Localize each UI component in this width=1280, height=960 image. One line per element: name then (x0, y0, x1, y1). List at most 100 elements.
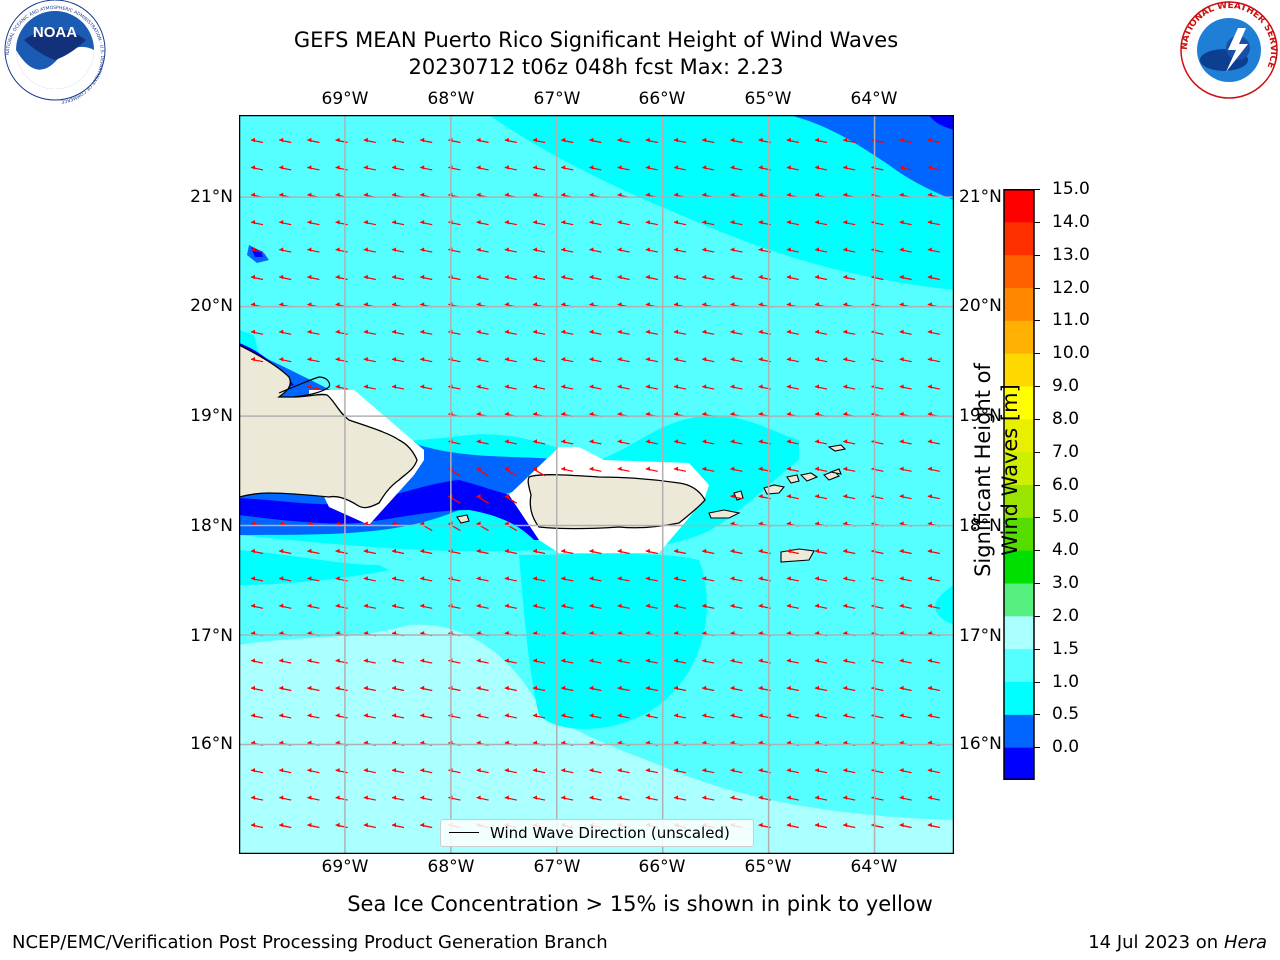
wave-arrow-head (420, 658, 425, 663)
wave-arrow-head (645, 658, 650, 663)
wave-arrow-head (899, 466, 904, 471)
wave-arrow-head (674, 302, 678, 307)
wave-arrow-head (307, 137, 312, 143)
wave-arrow-head (786, 795, 791, 800)
lon-label-bottom-65w: 65°W (744, 857, 792, 877)
wave-arrow-head (899, 576, 904, 581)
wave-arrow-head (335, 329, 340, 334)
wave-arrow-head (363, 658, 368, 663)
wave-arrow (504, 468, 518, 477)
wave-arrow-head (363, 713, 368, 718)
wave-arrow-head (786, 494, 791, 499)
wave-arrow-head (899, 220, 904, 225)
wave-arrow-head (843, 822, 848, 828)
wave-arrow-head (504, 329, 509, 334)
colorbar-tick-mark (1034, 418, 1040, 420)
wave-arrow-head (307, 713, 312, 718)
wave-arrow-head (927, 357, 932, 362)
wave-arrow-head (251, 768, 255, 773)
wave-arrow-head (927, 494, 932, 499)
wave-arrow-head (702, 685, 707, 691)
wave-arrow-head (589, 357, 594, 362)
footer-date: 14 Jul 2023 on Hera (1088, 932, 1267, 954)
wave-arrow-head (674, 165, 678, 170)
colorbar-segment (1004, 747, 1034, 780)
wave-arrow-head (674, 220, 678, 225)
wave-arrow-head (251, 329, 255, 334)
lat-label-right-19n: 19°N (959, 406, 1002, 426)
wave-arrow-head (927, 603, 932, 608)
wave-arrow-head (786, 603, 791, 608)
wave-arrow-head (561, 192, 566, 197)
colorbar-tick-mark (1034, 353, 1040, 355)
wave-arrow-head (279, 548, 284, 554)
wave-arrow-head (251, 658, 255, 663)
wave-arrow-head (561, 411, 566, 417)
wave-arrow-head (758, 713, 763, 718)
colorbar-tick-label: 14.0 (1052, 211, 1090, 232)
wave-arrow-head (504, 192, 509, 197)
wave-arrow-head (843, 658, 848, 663)
wave-arrow-head (392, 192, 396, 197)
wave-arrow-head (758, 192, 763, 197)
wave-arrow-head (927, 576, 932, 581)
wave-arrow (504, 495, 518, 504)
colorbar-tick-label: 4.0 (1052, 540, 1080, 561)
lon-label-top-69w: 69°W (321, 89, 369, 109)
wave-arrow-head (307, 658, 312, 663)
field-0.5-1.0 (789, 115, 954, 200)
wave-arrow-head (392, 576, 396, 581)
wave-arrow-head (899, 411, 904, 417)
wave-arrow-head (617, 576, 622, 581)
lon-label-bottom-64w: 64°W (850, 857, 898, 877)
wave-arrow-head (674, 192, 678, 197)
chart-title-line2: 20230712 t06z 048h fcst Max: 2.23 (408, 55, 784, 79)
wave-arrow-head (251, 521, 255, 526)
wave-arrow-head (392, 685, 396, 691)
wave-arrow-head (786, 192, 791, 197)
wave-arrow-head (674, 658, 678, 663)
wave-arrow-head (392, 247, 396, 252)
wave-arrow-head (476, 548, 481, 554)
wave-arrow-head (392, 658, 396, 663)
colorbar-segment (1004, 517, 1034, 551)
wave-arrow-head (843, 521, 848, 526)
wave-arrow-head (251, 192, 255, 197)
colorbar-segment (1004, 714, 1034, 748)
wave-arrow-head (927, 768, 932, 773)
wave-arrow-head (674, 795, 678, 800)
wave-arrow-head (420, 548, 425, 554)
wave-arrow-head (843, 548, 848, 554)
wave-arrow (419, 523, 433, 532)
colorbar-segment (1004, 550, 1034, 584)
wave-arrow-head (420, 247, 425, 252)
wave-arrow-head (927, 329, 932, 334)
wave-arrow-head (617, 411, 622, 417)
wave-arrow-head (279, 165, 284, 170)
wave-arrow-head (674, 713, 678, 718)
wave-arrow-head (589, 274, 594, 280)
wave-arrow-head (786, 384, 791, 389)
wave-arrow-head (617, 439, 622, 444)
wave-arrow-head (786, 822, 791, 828)
wave-arrow-head (645, 247, 650, 252)
wave-arrow-head (533, 795, 537, 800)
wave-arrow-head (476, 274, 481, 280)
wave-arrow-head (927, 658, 932, 663)
wave-arrow-head (758, 521, 763, 526)
wave-arrow-head (786, 439, 791, 444)
wave-arrow-head (335, 795, 340, 800)
wave-arrow-head (702, 768, 707, 773)
wave-arrow-head (476, 494, 481, 499)
wave-arrow-head (392, 220, 396, 225)
wave-arrow-head (251, 576, 255, 581)
wave-arrow-head (843, 192, 848, 197)
wave-arrow-head (279, 685, 284, 691)
wave-arrow-head (476, 795, 481, 800)
wave-arrow-head (617, 658, 622, 663)
wave-arrow-head (645, 466, 650, 471)
wave-arrow-head (561, 548, 566, 554)
wave-arrow-head (730, 165, 735, 170)
wave-arrow-head (533, 439, 537, 444)
colorbar-tick-label: 7.0 (1052, 441, 1080, 462)
